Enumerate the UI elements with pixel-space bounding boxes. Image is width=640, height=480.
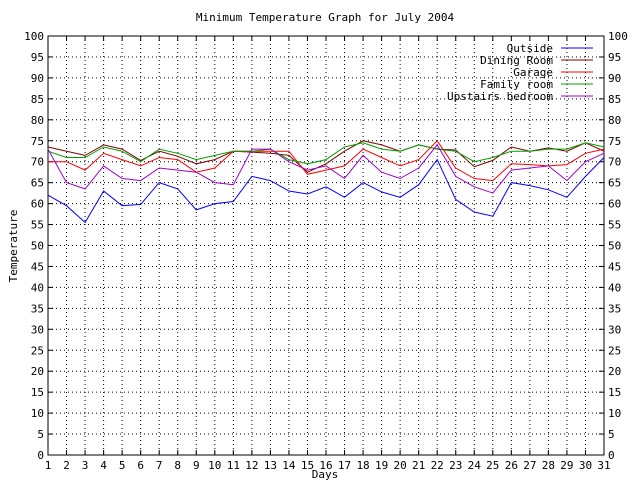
y-tick-label-right: 20: [608, 365, 621, 378]
y-tick-label-left: 0: [37, 449, 44, 462]
x-tick-label: 26: [505, 459, 518, 472]
legend-label-upstairs-bedroom: Upstairs bedroom: [447, 90, 553, 103]
y-tick-label-right: 0: [608, 449, 615, 462]
y-tick-label-right: 95: [608, 51, 621, 64]
x-tick-label: 10: [208, 459, 221, 472]
x-tick-label: 11: [227, 459, 240, 472]
y-tick-label-left: 35: [31, 302, 44, 315]
series-line-upstairs-bedroom: [47, 144, 605, 194]
legend-label-outside: Outside: [507, 42, 553, 55]
y-tick-label-right: 60: [608, 198, 621, 211]
x-tick-label: 16: [319, 459, 332, 472]
y-tick-label-left: 40: [31, 281, 44, 294]
x-tick-label: 22: [431, 459, 444, 472]
x-tick-label: 30: [579, 459, 592, 472]
y-tick-label-left: 90: [31, 72, 44, 85]
y-tick-label-left: 60: [31, 198, 44, 211]
y-tick-label-right: 65: [608, 177, 621, 190]
x-tick-label: 4: [100, 459, 107, 472]
x-tick-label: 25: [486, 459, 499, 472]
y-tick-label-left: 75: [31, 135, 44, 148]
x-tick-label: 31: [597, 459, 610, 472]
y-tick-label-right: 25: [608, 344, 621, 357]
y-tick-label-left: 25: [31, 344, 44, 357]
series-line-garage: [48, 140, 605, 182]
x-tick-label: 12: [245, 459, 258, 472]
legend-label-garage: Garage: [513, 66, 553, 79]
y-axis-title: Temperature: [7, 210, 20, 283]
x-tick-label: 2: [63, 459, 70, 472]
y-tick-label-right: 55: [608, 219, 621, 232]
x-tick-label: 8: [174, 459, 181, 472]
y-tick-label-left: 80: [31, 114, 44, 127]
x-tick-label: 24: [468, 459, 482, 472]
y-tick-label-right: 45: [608, 260, 621, 273]
y-tick-label-right: 5: [608, 428, 615, 441]
y-tick-label-right: 70: [608, 156, 621, 169]
x-tick-label: 17: [338, 459, 351, 472]
y-tick-label-right: 75: [608, 135, 621, 148]
y-tick-label-right: 30: [608, 323, 621, 336]
x-tick-label: 29: [560, 459, 573, 472]
x-tick-label: 28: [542, 459, 555, 472]
x-tick-label: 3: [82, 459, 89, 472]
y-tick-label-right: 80: [608, 114, 621, 127]
x-tick-label: 14: [282, 459, 296, 472]
y-tick-label-left: 85: [31, 93, 44, 106]
legend-label-dining-room: Dining Room: [480, 54, 553, 67]
x-tick-label: 13: [264, 459, 277, 472]
y-tick-label-left: 5: [37, 428, 44, 441]
y-tick-label-left: 20: [31, 365, 44, 378]
x-tick-label: 18: [356, 459, 369, 472]
y-tick-label-right: 10: [608, 407, 621, 420]
series-line-family-room: [47, 142, 605, 165]
y-tick-label-left: 10: [31, 407, 44, 420]
x-tick-label: 1: [45, 459, 52, 472]
x-tick-label: 21: [412, 459, 425, 472]
y-tick-label-right: 50: [608, 240, 621, 253]
series-line-dining-room: [47, 140, 605, 173]
y-tick-label-right: 40: [608, 281, 621, 294]
x-tick-label: 9: [193, 459, 200, 472]
x-tick-label: 6: [137, 459, 144, 472]
x-axis-title: Days: [312, 468, 339, 480]
y-tick-label-right: 100: [608, 30, 628, 43]
y-tick-label-right: 85: [608, 93, 621, 106]
x-tick-label: 15: [301, 459, 314, 472]
x-tick-label: 5: [119, 459, 126, 472]
y-tick-label-right: 90: [608, 72, 621, 85]
x-tick-label: 23: [449, 459, 462, 472]
y-tick-label-left: 15: [31, 386, 44, 399]
series-lines: [47, 140, 605, 224]
y-tick-label-left: 55: [31, 219, 44, 232]
legend-label-family-room: Family room: [480, 78, 553, 91]
y-tick-label-left: 65: [31, 177, 44, 190]
y-tick-label-right: 15: [608, 386, 621, 399]
chart-title: Minimum Temperature Graph for July 2004: [196, 11, 455, 24]
series-line-outside: [47, 157, 605, 224]
y-tick-label-left: 30: [31, 323, 44, 336]
y-tick-label-left: 45: [31, 260, 44, 273]
y-tick-label-right: 35: [608, 302, 621, 315]
x-tick-label: 27: [523, 459, 536, 472]
x-tick-label: 20: [394, 459, 407, 472]
y-tick-label-left: 95: [31, 51, 44, 64]
x-tick-label: 19: [375, 459, 388, 472]
x-tick-label: 7: [156, 459, 163, 472]
y-tick-label-left: 50: [31, 240, 44, 253]
y-tick-label-left: 70: [31, 156, 44, 169]
y-tick-label-left: 100: [24, 30, 44, 43]
